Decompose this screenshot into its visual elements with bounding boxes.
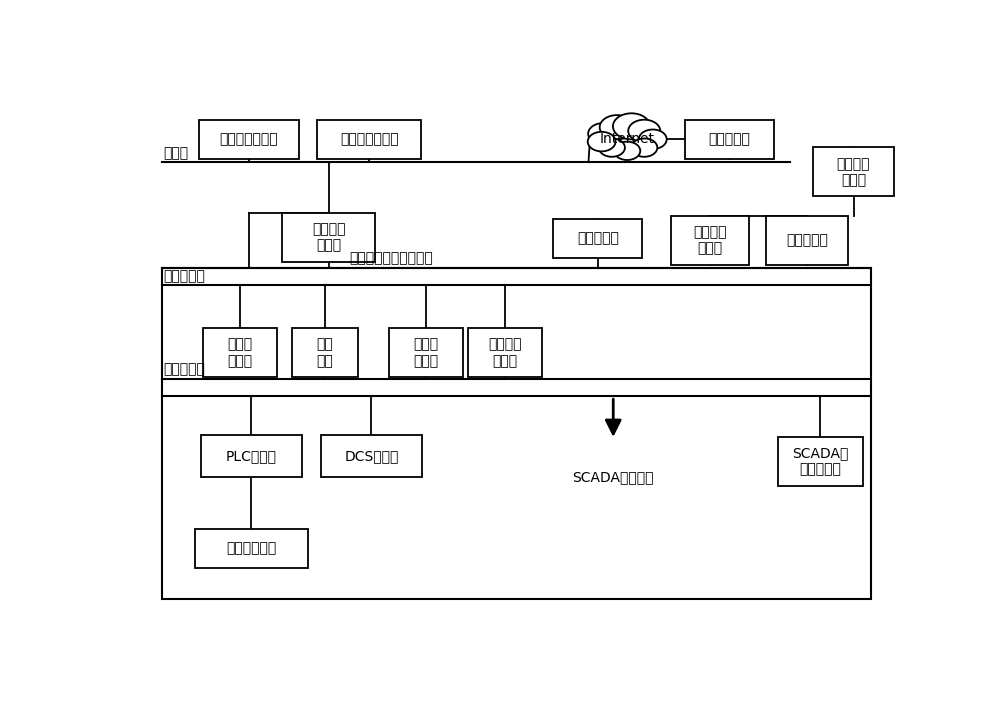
FancyBboxPatch shape: [389, 328, 463, 377]
Circle shape: [613, 113, 650, 139]
FancyBboxPatch shape: [203, 328, 277, 377]
Text: 工厂环境下的控制系统: 工厂环境下的控制系统: [350, 252, 434, 266]
Ellipse shape: [593, 125, 661, 153]
FancyBboxPatch shape: [553, 218, 642, 258]
FancyBboxPatch shape: [321, 435, 422, 477]
FancyBboxPatch shape: [317, 119, 421, 159]
Circle shape: [614, 141, 640, 160]
Text: 企业网: 企业网: [164, 146, 189, 160]
Circle shape: [631, 139, 657, 157]
Text: 监控层网络: 监控层网络: [164, 269, 206, 283]
FancyBboxPatch shape: [671, 216, 749, 265]
Text: PLC控制器: PLC控制器: [226, 449, 277, 463]
Text: 现场执行机构: 现场执行机构: [226, 542, 276, 556]
Text: SCADA通信系统: SCADA通信系统: [572, 469, 654, 484]
Text: 可移动存
储设备: 可移动存 储设备: [693, 226, 727, 256]
Circle shape: [599, 139, 625, 157]
FancyBboxPatch shape: [195, 529, 308, 568]
Circle shape: [600, 115, 634, 139]
Text: 现场层
操作站: 现场层 操作站: [227, 337, 252, 368]
Circle shape: [639, 129, 667, 149]
Text: Internet: Internet: [600, 132, 655, 146]
FancyBboxPatch shape: [282, 213, 375, 262]
Text: 信息化管理平台: 信息化管理平台: [220, 132, 278, 146]
Text: 普通计算机: 普通计算机: [709, 132, 750, 146]
Text: 工程
师站: 工程 师站: [317, 337, 333, 368]
Circle shape: [628, 119, 660, 142]
Text: 历史数据
服务器: 历史数据 服务器: [488, 337, 522, 368]
Text: SCADA远
程终端单元: SCADA远 程终端单元: [792, 446, 848, 477]
Text: DCS控制器: DCS控制器: [344, 449, 399, 463]
Text: 调制解调器: 调制解调器: [786, 233, 828, 247]
Circle shape: [588, 132, 616, 151]
Text: 普通办公计算机: 普通办公计算机: [340, 132, 398, 146]
FancyBboxPatch shape: [468, 328, 542, 377]
FancyBboxPatch shape: [201, 435, 302, 477]
FancyBboxPatch shape: [199, 119, 299, 159]
FancyBboxPatch shape: [685, 119, 774, 159]
Text: 便携机接入: 便携机接入: [577, 231, 619, 245]
FancyBboxPatch shape: [778, 437, 863, 486]
Text: 实时数据
服务器: 实时数据 服务器: [312, 222, 346, 252]
FancyBboxPatch shape: [766, 216, 848, 265]
FancyBboxPatch shape: [813, 148, 894, 197]
Circle shape: [588, 123, 619, 144]
Text: 操作站
服务器: 操作站 服务器: [413, 337, 438, 368]
Text: 远程维护
计算机: 远程维护 计算机: [837, 157, 870, 187]
FancyBboxPatch shape: [292, 328, 358, 377]
Text: 现场层网络: 现场层网络: [164, 363, 206, 377]
